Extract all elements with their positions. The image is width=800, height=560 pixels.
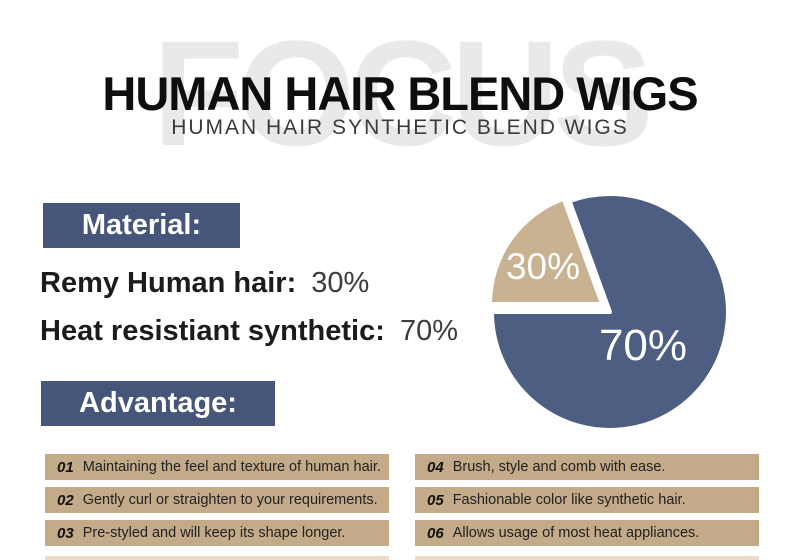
advantage-number: 06 — [427, 524, 444, 542]
page-title: HUMAN HAIR BLEND WIGS — [102, 67, 698, 120]
advantage-text: Pre-styled and will keep its shape longe… — [82, 525, 346, 541]
material-item-name: Remy Human hair: — [40, 267, 297, 299]
advantage-text: Brush, style and comb with ease. — [452, 459, 666, 475]
advantage-number: 03 — [57, 524, 74, 542]
material-heading: Material: — [43, 203, 240, 248]
pie-label-30: 30% — [506, 246, 580, 287]
advantage-number: 01 — [57, 458, 74, 476]
focus-watermark: FOCUS — [152, 9, 654, 177]
advantage-row-05: 05 Fashionable color like synthetic hair… — [415, 487, 759, 513]
advantage-number: 04 — [427, 458, 444, 476]
material-item-name: Heat resistiant synthetic: — [40, 315, 385, 347]
pie-slice-30 — [488, 196, 604, 306]
advantage-text: Fashionable color like synthetic hair. — [452, 492, 686, 508]
page-subtitle: HUMAN HAIR SYNTHETIC BLEND WIGS — [171, 116, 629, 139]
pie-slice-70 — [490, 192, 730, 432]
advantage-text: Allows usage of most heat appliances. — [452, 525, 700, 541]
material-pie-chart: 30% 70% — [460, 162, 760, 462]
advantage-column-left: 01 Maintaining the feel and texture of h… — [45, 454, 389, 553]
advantage-row-06: 06 Allows usage of most heat appliances. — [415, 520, 759, 546]
material-item-value: 70% — [399, 315, 458, 347]
pie-chart-svg: 30% 70% — [488, 192, 730, 432]
advantage-number: 05 — [427, 491, 444, 509]
advantage-row-02: 02 Gently curl or straighten to your req… — [45, 487, 389, 513]
advantage-heading: Advantage: — [41, 381, 275, 426]
cutoff-row-sliver-left — [45, 556, 389, 560]
advantage-row-03: 03 Pre-styled and will keep its shape lo… — [45, 520, 389, 546]
pie-label-70: 70% — [599, 321, 687, 370]
material-heading-label: Material: — [81, 209, 202, 241]
advantage-column-right: 04 Brush, style and comb with ease. 05 F… — [415, 454, 759, 553]
advantage-row-04: 04 Brush, style and comb with ease. — [415, 454, 759, 480]
advantage-row-01: 01 Maintaining the feel and texture of h… — [45, 454, 389, 480]
advantage-text: Gently curl or straighten to your requir… — [82, 492, 378, 508]
cutoff-row-sliver-right — [415, 556, 759, 560]
advantage-heading-label: Advantage: — [79, 387, 237, 419]
material-item-value: 30% — [311, 267, 370, 299]
material-item-synthetic: Heat resistiant synthetic: 70% — [40, 315, 458, 348]
material-item-human-hair: Remy Human hair: 30% — [40, 267, 369, 300]
advantage-text: Maintaining the feel and texture of huma… — [82, 459, 381, 475]
advantage-number: 02 — [57, 491, 74, 509]
